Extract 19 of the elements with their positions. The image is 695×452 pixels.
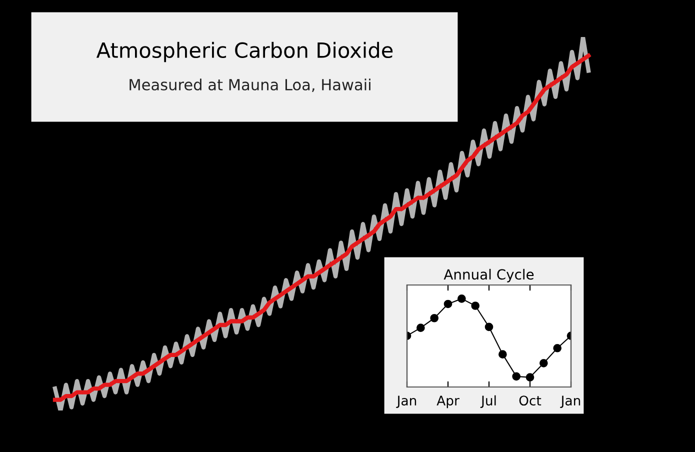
x-tick-label: Apr [436, 396, 460, 408]
point [484, 322, 494, 332]
x-tick-label: Jan [396, 396, 416, 408]
point [553, 344, 562, 352]
x-tick-label: Jan [560, 396, 580, 408]
chart-title: Annual Cycle [444, 268, 534, 282]
point [416, 324, 425, 332]
point [444, 300, 452, 308]
point [498, 350, 507, 358]
point [458, 294, 466, 303]
point [540, 358, 548, 368]
x-tick-label: Oct [519, 396, 542, 406]
chart-title: Atmospheric Carbon Dioxide [96, 42, 393, 62]
point [471, 302, 480, 310]
point [512, 372, 520, 381]
point [526, 373, 534, 382]
point [430, 314, 438, 322]
x-tick-label: Jul [480, 395, 496, 408]
text: Measured at Mauna Loa, Hawaii [130, 78, 370, 92]
